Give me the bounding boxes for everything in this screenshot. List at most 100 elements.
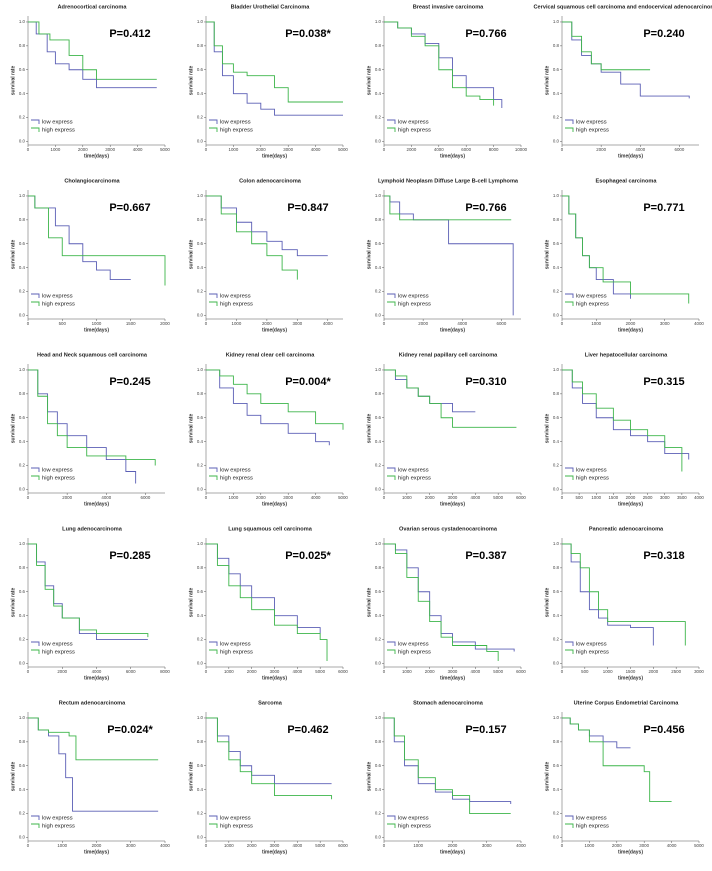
p-value: P=0.771 [643, 202, 684, 214]
y-tick-label: 0.2 [553, 289, 560, 294]
y-tick-label: 0.8 [19, 217, 26, 222]
x-tick-label: 1000 [92, 321, 102, 326]
y-tick-label: 0.4 [19, 787, 26, 792]
y-tick-label: 1.0 [19, 193, 26, 198]
legend-swatch [31, 301, 40, 306]
legend-label: high express [42, 302, 75, 308]
x-axis-label: time(days) [440, 501, 465, 507]
legend-label: low express [42, 294, 73, 300]
x-tick-label: 3000 [448, 669, 458, 674]
legend-swatch [565, 641, 574, 646]
x-tick-label: 1000 [57, 843, 67, 848]
legend-swatch [565, 119, 574, 124]
y-tick-label: 0.0 [19, 487, 26, 492]
legend-swatch [387, 475, 396, 480]
panel-title: Cholangiocarcinoma [64, 178, 120, 184]
y-tick-label: 1.0 [197, 715, 204, 720]
legend-label: low express [576, 294, 607, 300]
legend-label: low express [398, 642, 429, 648]
x-axis-label: time(days) [618, 849, 643, 855]
legend-swatch [31, 815, 40, 820]
x-tick-label: 1000 [229, 147, 239, 152]
y-tick-label: 1.0 [197, 367, 204, 372]
x-tick-label: 4000 [292, 843, 302, 848]
km-panel: Cholangiocarcinoma 0.0 0.2 0.4 0.6 0.8 1.0 0 500… [10, 178, 170, 333]
p-value: P=0.245 [109, 376, 150, 388]
p-value: P=0.847 [287, 202, 328, 214]
y-tick-label: 0.0 [375, 835, 382, 840]
survival-curve [206, 369, 344, 430]
y-tick-label: 0.4 [375, 91, 382, 96]
x-tick-label: 0 [383, 147, 386, 152]
y-tick-label: 1.0 [197, 193, 204, 198]
legend-swatch [209, 467, 218, 472]
legend-swatch [565, 815, 574, 820]
legend-label: low express [398, 468, 429, 474]
x-tick-label: 4000 [635, 147, 645, 152]
y-tick-label: 0.8 [375, 739, 382, 744]
x-tick-label: 0 [205, 321, 208, 326]
y-tick-label: 0.4 [197, 265, 204, 270]
x-tick-label: 2000 [160, 321, 170, 326]
legend-swatch [387, 119, 396, 124]
legend-label: low express [576, 642, 607, 648]
survival-curve [384, 195, 512, 221]
x-tick-label: 1000 [229, 495, 239, 500]
y-axis-label: survival rate [544, 66, 550, 96]
legend-label: low express [42, 120, 73, 126]
x-tick-label: 4000 [667, 843, 677, 848]
survival-curve [206, 195, 298, 280]
x-tick-label: 2000 [425, 669, 435, 674]
x-tick-label: 1000 [402, 669, 412, 674]
x-tick-label: 2000 [57, 669, 67, 674]
x-tick-label: 5000 [694, 843, 704, 848]
y-tick-label: 1.0 [553, 367, 560, 372]
x-tick-label: 0 [561, 495, 564, 500]
y-tick-label: 0.2 [19, 811, 26, 816]
survival-curve [562, 717, 631, 749]
x-tick-label: 3000 [660, 321, 670, 326]
x-axis-label: time(days) [440, 675, 465, 681]
x-tick-label: 3000 [482, 843, 492, 848]
x-tick-label: 3000 [270, 669, 280, 674]
legend-label: high express [220, 824, 253, 830]
y-axis-label: survival rate [188, 414, 194, 444]
x-tick-label: 5000 [338, 147, 348, 152]
survival-curve [28, 543, 149, 638]
panel-title: Stomach adenocarcinoma [413, 700, 484, 706]
y-tick-label: 0.4 [553, 265, 560, 270]
y-tick-label: 0.0 [197, 139, 204, 144]
x-tick-label: 0 [383, 321, 386, 326]
y-tick-label: 0.8 [19, 43, 26, 48]
y-tick-label: 0.6 [553, 415, 560, 420]
y-tick-label: 0.2 [197, 811, 204, 816]
p-value: P=0.024* [107, 724, 153, 736]
survival-curve [28, 21, 157, 80]
y-tick-label: 0.8 [553, 43, 560, 48]
x-tick-label: 2000 [626, 321, 636, 326]
y-tick-label: 0.8 [553, 565, 560, 570]
x-tick-label: 10000 [515, 147, 528, 152]
legend-label: low express [576, 120, 607, 126]
survival-curve [384, 543, 499, 662]
y-tick-label: 1.0 [19, 715, 26, 720]
p-value: P=0.462 [287, 724, 328, 736]
y-tick-label: 0.0 [375, 313, 382, 318]
km-panel: Ovarian serous cystadenocarcinoma 0.0 0.2 0… [366, 526, 526, 681]
x-tick-label: 500 [575, 495, 583, 500]
legend-swatch [31, 293, 40, 298]
survival-curve [562, 195, 631, 299]
p-value: P=0.240 [643, 28, 684, 40]
x-tick-label: 2000 [448, 843, 458, 848]
y-tick-label: 0.2 [375, 463, 382, 468]
x-tick-label: 2000 [418, 321, 428, 326]
x-tick-label: 2000 [256, 147, 266, 152]
y-tick-label: 0.8 [553, 217, 560, 222]
x-tick-label: 4000 [311, 147, 321, 152]
survival-curve [562, 369, 683, 472]
x-axis-label: time(days) [84, 501, 109, 507]
legend-swatch [565, 293, 574, 298]
y-tick-label: 0.6 [197, 241, 204, 246]
x-tick-label: 4000 [694, 495, 704, 500]
y-tick-label: 1.0 [553, 193, 560, 198]
